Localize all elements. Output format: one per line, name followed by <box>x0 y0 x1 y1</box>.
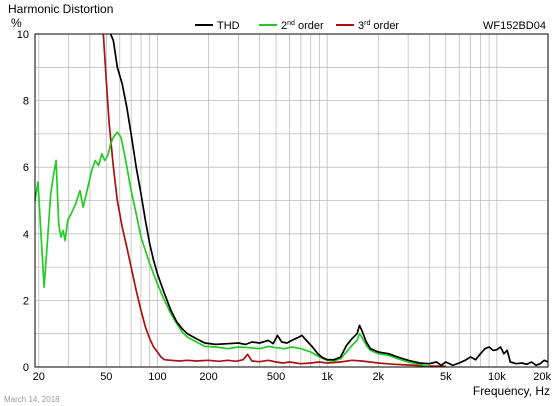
x-tick-label: 50 <box>100 371 112 383</box>
x-tick-label: 500 <box>267 371 285 383</box>
y-tick-label: 4 <box>23 229 29 241</box>
plot-lines <box>34 33 549 368</box>
x-tick-label: 2k <box>372 371 384 383</box>
x-axis-label: Frequency, Hz <box>473 384 550 398</box>
model-label: WF152BD04 <box>483 20 546 32</box>
legend: THD 2nd order 3rd order <box>195 20 399 32</box>
legend-label-2nd: 2nd order <box>281 20 324 32</box>
legend-label-3rd: 3rd order <box>358 20 399 32</box>
x-tick-label: 100 <box>148 371 166 383</box>
series-line-3rd-order <box>102 33 446 368</box>
y-tick-label: 8 <box>23 96 29 108</box>
grid <box>35 34 548 367</box>
chart-title: Harmonic Distortion <box>8 2 113 16</box>
x-tick-label: 20k <box>533 371 551 383</box>
x-tick-label: 5k <box>440 371 452 383</box>
plot-frame <box>34 33 549 368</box>
y-tick-label: 6 <box>23 162 29 174</box>
series-line-thd <box>109 33 549 367</box>
legend-label-thd: THD <box>217 20 240 32</box>
x-tick-label: 20 <box>33 371 45 383</box>
x-tick-label: 200 <box>199 371 217 383</box>
x-tick-labels: 20 50 100 200 500 1k 2k 5k 10k 20k <box>33 371 552 383</box>
date-stamp: March 14, 2018 <box>4 395 60 404</box>
x-tick-label: 10k <box>488 371 506 383</box>
x-tick-label: 1k <box>321 371 333 383</box>
y-tick-label: 0 <box>23 362 29 374</box>
y-axis-label: % <box>11 16 22 30</box>
y-tick-label: 2 <box>23 295 29 307</box>
y-tick-label: 10 <box>17 29 29 41</box>
y-tick-labels: 0 2 4 6 8 10 <box>17 29 29 374</box>
series-line-2nd-order <box>34 131 430 368</box>
